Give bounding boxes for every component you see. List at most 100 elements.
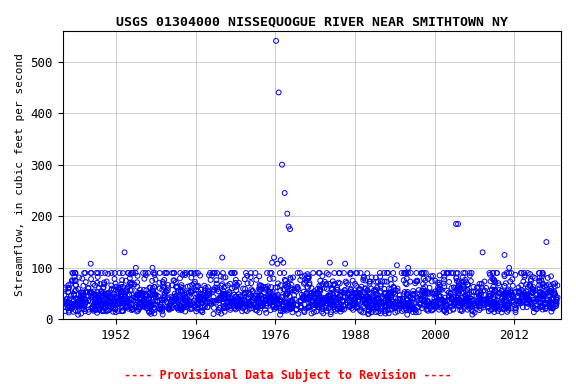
Point bbox=[367, 305, 376, 311]
Point bbox=[426, 305, 435, 311]
Point bbox=[89, 308, 98, 314]
Point bbox=[148, 288, 157, 294]
Point bbox=[281, 300, 290, 306]
Point bbox=[307, 293, 316, 299]
Point bbox=[386, 276, 395, 282]
Point bbox=[78, 296, 87, 302]
Point bbox=[183, 301, 192, 308]
Point bbox=[252, 293, 262, 299]
Point bbox=[79, 283, 88, 289]
Point bbox=[488, 270, 498, 276]
Point bbox=[218, 290, 228, 296]
Point bbox=[462, 296, 471, 302]
Point bbox=[131, 304, 141, 310]
Point bbox=[415, 301, 425, 307]
Point bbox=[234, 304, 243, 310]
Point bbox=[148, 291, 157, 297]
Point bbox=[484, 296, 494, 302]
Point bbox=[134, 290, 143, 296]
Point bbox=[135, 286, 145, 293]
Point bbox=[492, 300, 501, 306]
Point bbox=[68, 278, 77, 284]
Point bbox=[94, 291, 104, 298]
Point bbox=[514, 300, 523, 306]
Point bbox=[376, 310, 385, 316]
Point bbox=[134, 292, 143, 298]
Point bbox=[371, 291, 380, 297]
Point bbox=[116, 290, 126, 296]
Point bbox=[434, 294, 444, 300]
Point bbox=[240, 276, 249, 282]
Point bbox=[122, 298, 131, 304]
Point bbox=[63, 285, 73, 291]
Point bbox=[86, 298, 95, 305]
Point bbox=[448, 303, 457, 310]
Point bbox=[86, 305, 96, 311]
Point bbox=[469, 284, 478, 290]
Point bbox=[372, 296, 381, 303]
Point bbox=[392, 262, 401, 268]
Point bbox=[422, 307, 431, 313]
Point bbox=[98, 307, 108, 313]
Point bbox=[219, 303, 228, 309]
Point bbox=[79, 290, 88, 296]
Point bbox=[461, 292, 470, 298]
Point bbox=[113, 286, 123, 292]
Point bbox=[104, 271, 113, 277]
Point bbox=[71, 301, 80, 308]
Point bbox=[84, 293, 93, 299]
Point bbox=[100, 300, 109, 306]
Point bbox=[363, 295, 372, 301]
Point bbox=[354, 286, 363, 292]
Point bbox=[176, 303, 185, 310]
Point bbox=[268, 298, 277, 304]
Point bbox=[164, 305, 173, 311]
Point bbox=[73, 301, 82, 307]
Point bbox=[463, 307, 472, 313]
Point bbox=[127, 304, 137, 310]
Point bbox=[128, 295, 138, 301]
Point bbox=[146, 303, 155, 309]
Point bbox=[457, 306, 467, 313]
Point bbox=[371, 300, 380, 306]
Point bbox=[459, 270, 468, 276]
Point bbox=[78, 276, 87, 282]
Point bbox=[455, 296, 464, 303]
Point bbox=[138, 291, 147, 298]
Point bbox=[452, 293, 461, 299]
Point bbox=[542, 282, 551, 288]
Point bbox=[309, 301, 318, 308]
Point bbox=[268, 303, 277, 309]
Point bbox=[76, 295, 85, 301]
Point bbox=[85, 289, 94, 295]
Point bbox=[507, 305, 516, 311]
Point bbox=[71, 282, 81, 288]
Point bbox=[538, 281, 547, 287]
Point bbox=[137, 301, 146, 307]
Point bbox=[137, 299, 146, 305]
Point bbox=[459, 279, 468, 285]
Point bbox=[365, 291, 374, 297]
Point bbox=[416, 296, 425, 302]
Point bbox=[255, 273, 264, 280]
Point bbox=[419, 288, 428, 294]
Point bbox=[522, 293, 532, 299]
Point bbox=[499, 298, 509, 304]
Point bbox=[531, 287, 540, 293]
Point bbox=[64, 308, 73, 314]
Point bbox=[71, 295, 81, 301]
Point bbox=[306, 290, 316, 296]
Point bbox=[367, 274, 376, 280]
Point bbox=[545, 298, 555, 305]
Point bbox=[145, 310, 154, 316]
Point bbox=[421, 293, 430, 299]
Point bbox=[460, 305, 469, 311]
Point bbox=[265, 294, 274, 300]
Point bbox=[97, 288, 106, 294]
Point bbox=[287, 287, 297, 293]
Point bbox=[251, 270, 260, 276]
Point bbox=[456, 303, 465, 310]
Point bbox=[452, 288, 461, 294]
Point bbox=[427, 278, 437, 285]
Point bbox=[75, 298, 85, 305]
